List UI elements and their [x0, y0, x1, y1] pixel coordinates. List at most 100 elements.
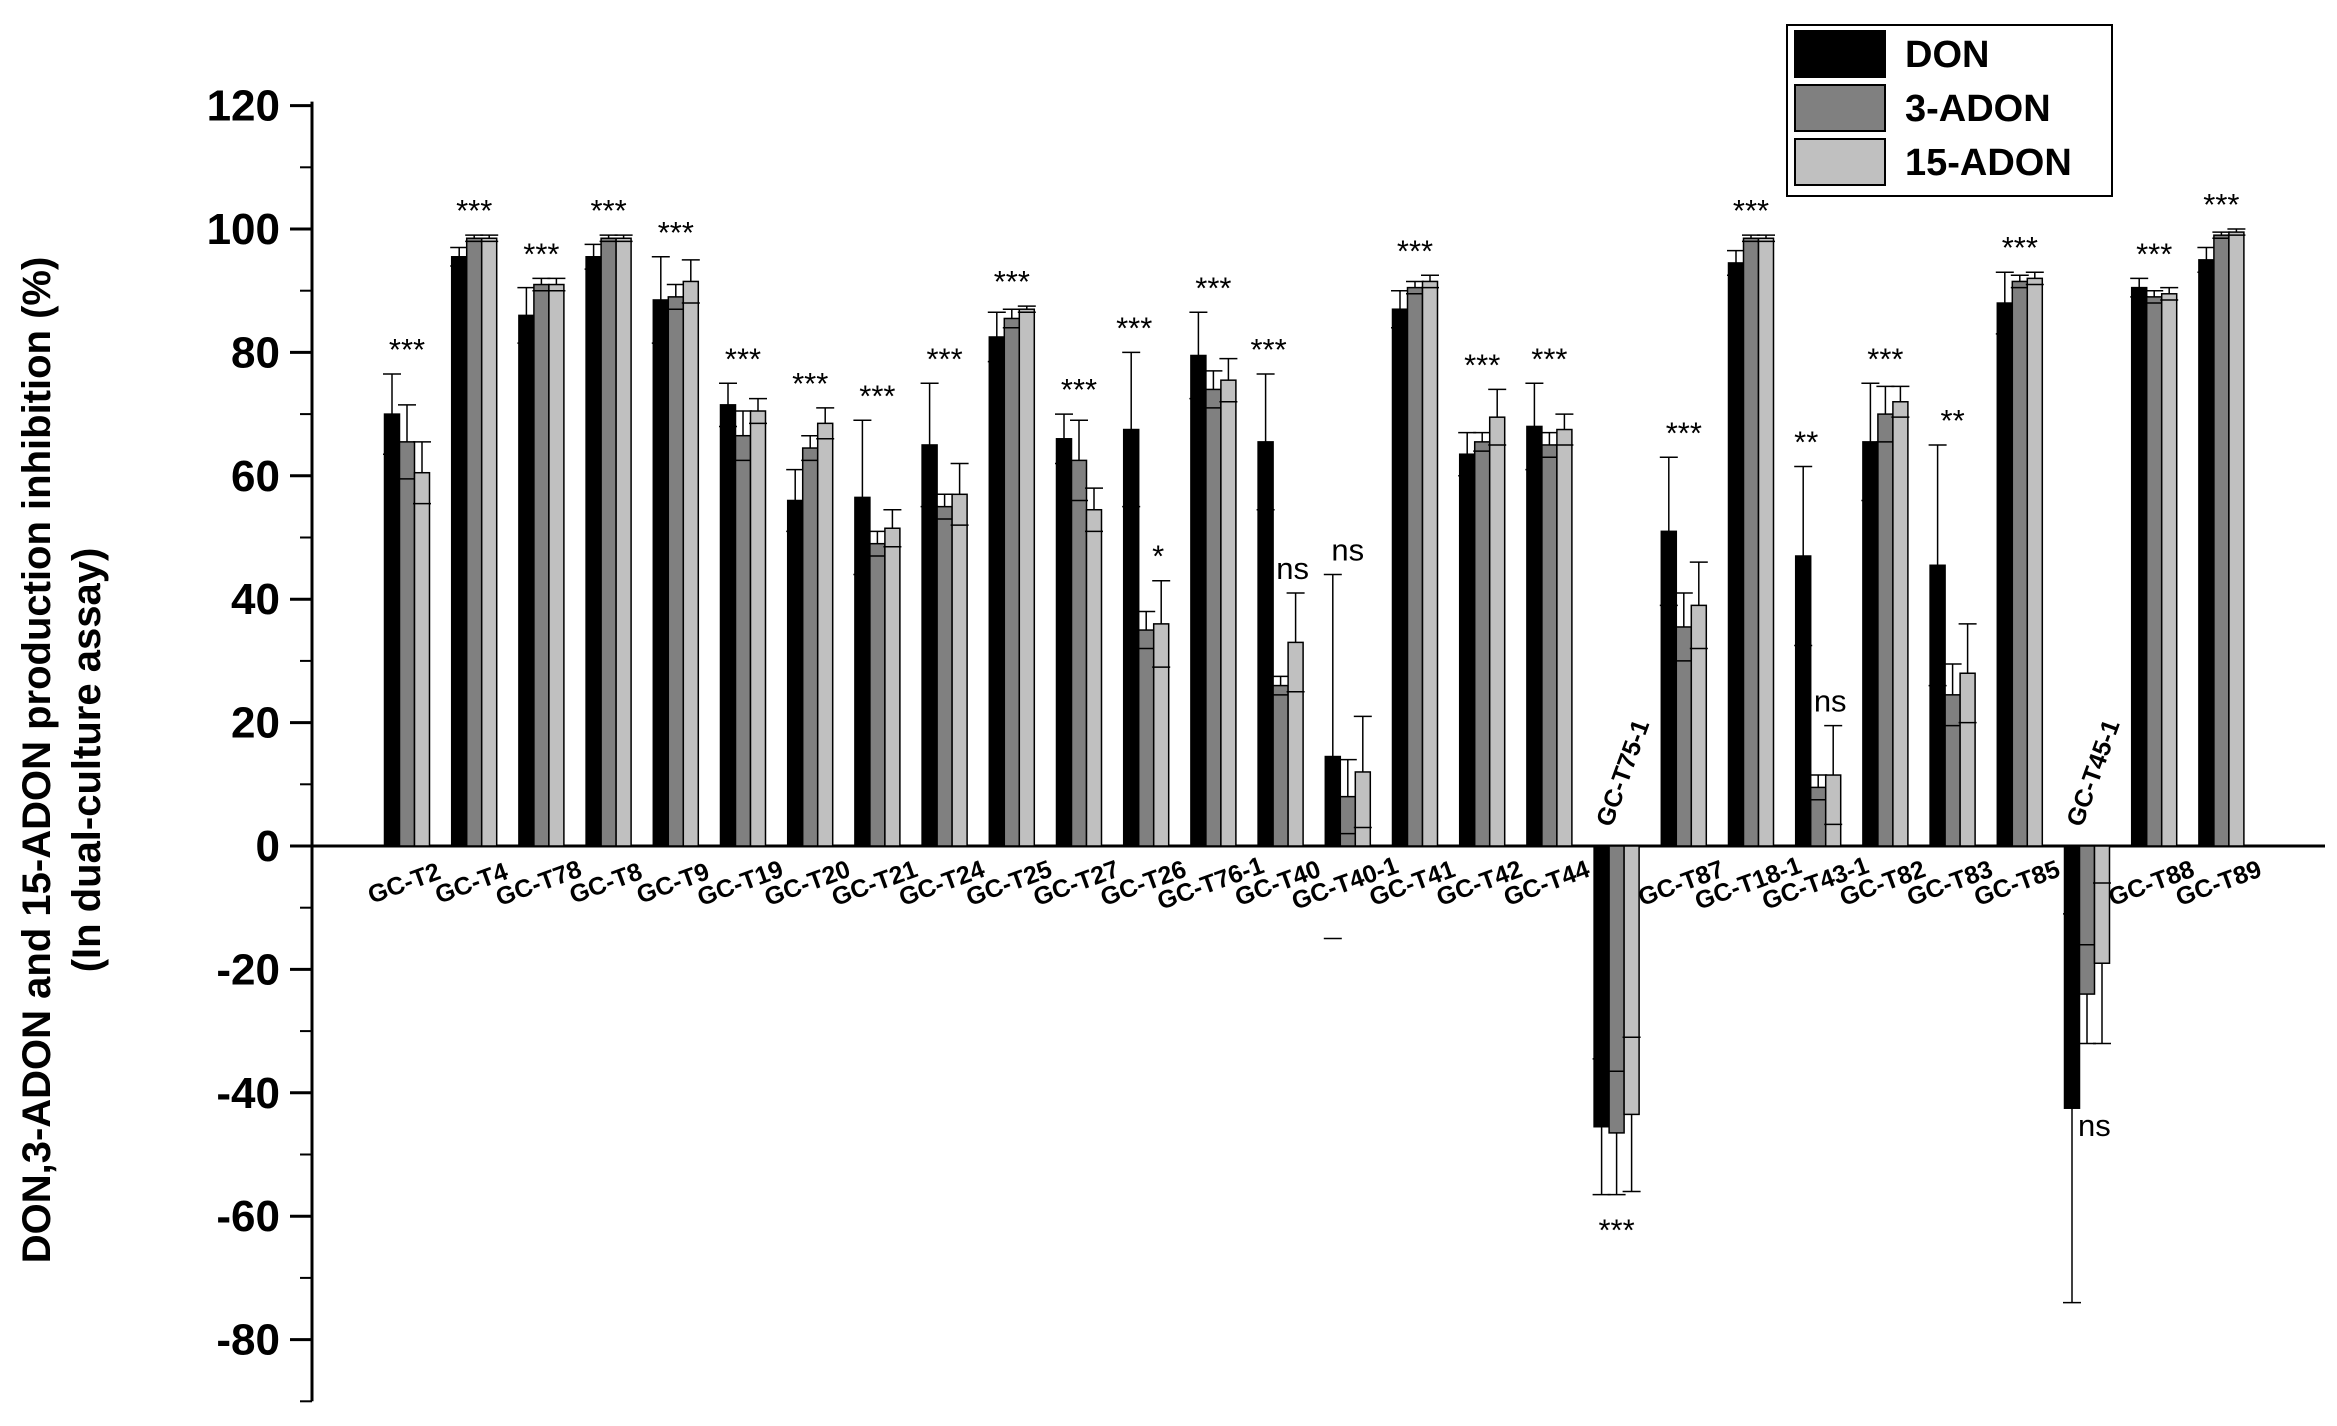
bar-15-adon — [1220, 379, 1237, 847]
significance-label: *** — [1464, 347, 1500, 382]
bar-don — [988, 336, 1006, 847]
significance-label: *** — [2002, 230, 2038, 265]
significance-label: *** — [994, 264, 1030, 299]
significance-label: *** — [2136, 236, 2172, 271]
legend-label-3-adon: 3-ADON — [1905, 88, 2051, 130]
y-axis-label-line-1: DON,3-ADON and 15-ADON production inhibi… — [15, 257, 59, 1264]
bar-don — [1324, 755, 1342, 847]
bar-3-adon — [1339, 795, 1357, 847]
y-tick-label: 20 — [231, 699, 280, 748]
legend-swatch-15-adon — [1794, 138, 1886, 186]
bar-3-adon — [801, 447, 819, 847]
significance-label: *** — [658, 215, 694, 250]
significance-label: *** — [1061, 372, 1097, 407]
significance-label: ns — [2078, 1108, 2111, 1143]
y-axis-label: DON,3-ADON and 15-ADON production inhibi… — [15, 257, 109, 1264]
bar-15-adon — [1757, 237, 1775, 847]
bar-don — [1391, 308, 1409, 847]
bar-15-adon — [816, 422, 834, 847]
bar-15-adon — [1959, 672, 1976, 847]
bar-3-adon — [734, 434, 752, 847]
bar-15-adon — [1085, 508, 1103, 847]
bar-don — [1190, 354, 1207, 847]
bar-15-adon — [480, 237, 498, 847]
bar-don — [719, 404, 737, 847]
bar-don — [786, 499, 804, 847]
bar-15-adon — [951, 493, 968, 847]
bar-15-adon — [1556, 428, 1573, 847]
bar-15-adon — [2026, 277, 2044, 847]
bar-15-adon — [2228, 231, 2245, 847]
bar-3-adon — [2145, 296, 2163, 847]
bar-don — [1727, 262, 1745, 847]
labels: GC-T2***GC-T4***GC-T78***GC-T8***GC-T9**… — [364, 187, 2265, 1248]
bar-3-adon — [1137, 629, 1155, 847]
bar-3-adon — [936, 505, 953, 847]
bar-15-adon — [884, 527, 901, 847]
significance-label-secondary: * — [1152, 539, 1164, 574]
bar-15-adon — [413, 471, 431, 847]
bar-don — [1929, 564, 1946, 847]
bar-3-adon — [869, 542, 886, 847]
bar-don — [383, 413, 401, 847]
y-tick-label: -20 — [216, 945, 280, 994]
bar-3-adon — [1742, 237, 1760, 847]
axes: -80 -60 -40 -20 0 20 40 60 80 100 120 — [207, 82, 2325, 1403]
significance-label: *** — [792, 366, 828, 401]
bar-3-adon — [1809, 786, 1827, 847]
bar-15-adon — [2160, 293, 2178, 847]
bar-15-adon — [682, 280, 700, 847]
bar-3-adon — [600, 237, 617, 847]
legend-swatch-don — [1794, 30, 1886, 78]
bar-3-adon — [2213, 234, 2230, 847]
bar-3-adon — [1944, 694, 1961, 847]
bar-3-adon — [1070, 459, 1088, 847]
category-label: GC-T75-1 — [1591, 716, 1655, 830]
bar-15-adon — [1892, 401, 1909, 847]
bars — [383, 228, 2246, 1304]
category-label: GC-T45-1 — [2061, 716, 2125, 830]
bar-15-adon — [1690, 604, 1708, 847]
significance-label: *** — [1666, 415, 1702, 450]
bar-don — [2130, 286, 2148, 847]
significance-label-secondary: ns — [1276, 551, 1309, 586]
bar-3-adon — [1473, 441, 1491, 847]
bar-3-adon — [1272, 684, 1289, 847]
bar-don — [1862, 441, 1879, 847]
bar-don — [854, 496, 871, 847]
significance-label-secondary: ns — [1814, 684, 1847, 719]
bar-15-adon — [749, 410, 767, 847]
significance-label: *** — [1531, 341, 1567, 376]
y-tick-label: -40 — [216, 1069, 280, 1118]
significance-label: *** — [1250, 332, 1286, 367]
bar-15-adon — [1354, 771, 1372, 847]
bar-3-adon — [1406, 286, 1424, 847]
bar-don — [921, 444, 938, 847]
significance-label: *** — [2203, 187, 2239, 222]
bar-15-adon — [1018, 308, 1036, 847]
legend-label-15-adon: 15-ADON — [1905, 142, 2072, 184]
bar-15-adon — [548, 283, 565, 847]
y-axis-label-line-2: (In dual-culture assay) — [65, 548, 109, 973]
significance-label: *** — [523, 236, 559, 271]
significance-label: *** — [1867, 341, 1903, 376]
bar-3-adon — [1003, 317, 1021, 847]
bar-don — [1996, 302, 2014, 847]
significance-label: *** — [1733, 193, 1769, 228]
legend-label-don: DON — [1905, 34, 1989, 76]
y-tick-label: 100 — [207, 205, 280, 254]
bar-15-adon — [1488, 416, 1506, 847]
bar-don — [1660, 530, 1678, 847]
significance-label: ns — [1331, 533, 1364, 568]
bar-don — [1257, 441, 1274, 847]
bar-don — [1526, 425, 1543, 847]
bar-don — [1593, 845, 1610, 1128]
bar-don — [2063, 845, 2081, 1109]
bar-don — [585, 256, 602, 847]
bar-don — [450, 256, 468, 847]
y-tick-label: -60 — [216, 1192, 280, 1241]
bar-don — [652, 299, 670, 847]
bar-3-adon — [1608, 845, 1625, 1134]
bar-3-adon — [2011, 280, 2029, 847]
